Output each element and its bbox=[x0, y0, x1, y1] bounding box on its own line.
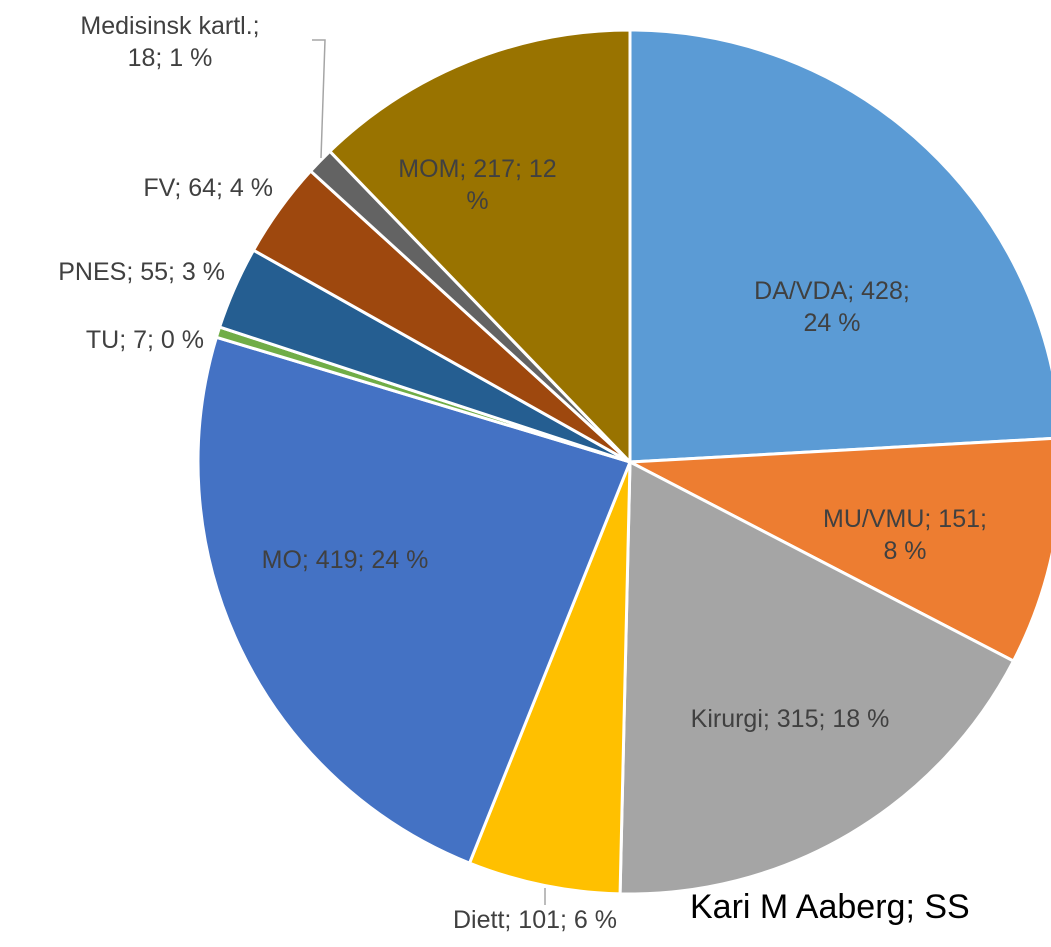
data-label: MO; 419; 24 % bbox=[261, 546, 429, 574]
leader-line bbox=[312, 39, 326, 159]
data-label: MU/VMU; 151; 8 % bbox=[823, 505, 987, 565]
pie-slice bbox=[196, 335, 633, 866]
pie-slice bbox=[628, 28, 1051, 464]
data-label: MOM; 217; 12 % bbox=[398, 155, 557, 215]
data-label: FV; 64; 4 % bbox=[143, 174, 273, 202]
data-label: Medisinsk kartl.; 18; 1 % bbox=[80, 12, 260, 72]
annotation: Kari M Aaberg; SS bbox=[690, 888, 970, 926]
pie-slice bbox=[618, 459, 1016, 896]
data-label: DA/VDA; 428; 24 % bbox=[754, 277, 910, 337]
data-label: TU; 7; 0 % bbox=[85, 326, 204, 354]
data-label: PNES; 55; 3 % bbox=[58, 258, 225, 286]
pie-slice bbox=[467, 461, 632, 896]
data-label: Kirurgi; 315; 18 % bbox=[690, 705, 890, 733]
pie-slice bbox=[624, 437, 1051, 664]
data-label: Diett; 101; 6 % bbox=[453, 906, 617, 934]
pie-slice bbox=[327, 28, 632, 466]
